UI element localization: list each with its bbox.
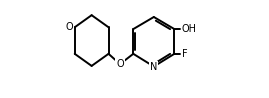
Text: O: O [116, 59, 124, 69]
Text: N: N [150, 62, 158, 72]
Text: OH: OH [182, 24, 197, 34]
Text: F: F [182, 49, 187, 59]
Text: O: O [65, 22, 73, 32]
